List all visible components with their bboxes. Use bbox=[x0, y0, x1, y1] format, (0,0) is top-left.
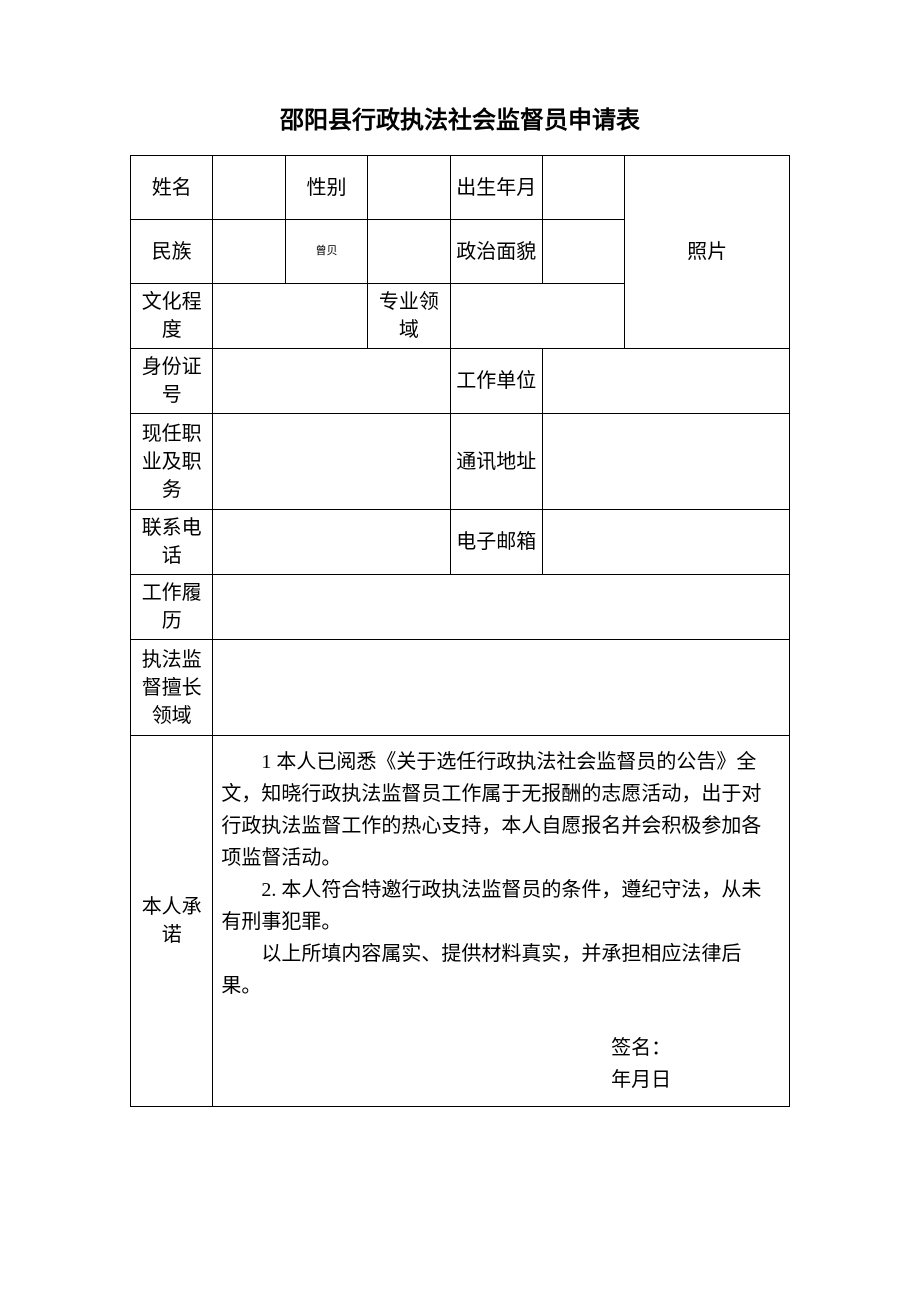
value-position[interactable] bbox=[213, 414, 450, 510]
signature-label: 签名： bbox=[501, 1032, 781, 1064]
table-row: 联系电话 电子邮箱 bbox=[131, 510, 790, 575]
date-label: 年月日 bbox=[501, 1064, 781, 1096]
application-form-table: 姓名 性别 出生年月 照片 民族 曾贝 政治面貌 文化程度 专业领域 身份证号 … bbox=[130, 155, 790, 1107]
commitment-content: 1 本人已阅悉《关于选任行政执法社会监督员的公告》全文，知晓行政执法监督员工作属… bbox=[213, 736, 790, 1107]
value-phone[interactable] bbox=[213, 510, 450, 575]
label-position: 现任职业及职务 bbox=[131, 414, 213, 510]
table-row: 本人承诺 1 本人已阅悉《关于选任行政执法社会监督员的公告》全文，知晓行政执法监… bbox=[131, 736, 790, 1107]
commitment-p2: 2. 本人符合特邀行政执法监督员的条件，遵纪守法，从未有刑事犯罪。 bbox=[221, 874, 781, 938]
label-photo: 照片 bbox=[625, 156, 790, 349]
value-political[interactable] bbox=[542, 220, 624, 284]
label-birth: 出生年月 bbox=[450, 156, 542, 220]
label-name: 姓名 bbox=[131, 156, 213, 220]
value-ethnicity[interactable] bbox=[213, 220, 285, 284]
label-major: 专业领域 bbox=[368, 284, 450, 349]
commitment-p3: 以上所填内容属实、提供材料真实，并承担相应法律后果。 bbox=[221, 938, 781, 1002]
value-gender[interactable] bbox=[368, 156, 450, 220]
label-workunit: 工作单位 bbox=[450, 349, 542, 414]
label-political: 政治面貌 bbox=[450, 220, 542, 284]
label-phone: 联系电话 bbox=[131, 510, 213, 575]
label-address: 通讯地址 bbox=[450, 414, 542, 510]
value-education[interactable] bbox=[213, 284, 368, 349]
label-gender: 性别 bbox=[285, 156, 367, 220]
label-email: 电子邮箱 bbox=[450, 510, 542, 575]
label-idnum: 身份证号 bbox=[131, 349, 213, 414]
label-zengbei: 曾贝 bbox=[285, 220, 367, 284]
label-expertise: 执法监督擅长领域 bbox=[131, 640, 213, 736]
table-row: 执法监督擅长领域 bbox=[131, 640, 790, 736]
label-education: 文化程度 bbox=[131, 284, 213, 349]
label-ethnicity: 民族 bbox=[131, 220, 213, 284]
value-expertise[interactable] bbox=[213, 640, 790, 736]
value-address[interactable] bbox=[542, 414, 789, 510]
value-birth[interactable] bbox=[542, 156, 624, 220]
value-workunit[interactable] bbox=[542, 349, 789, 414]
table-row: 工作履历 bbox=[131, 575, 790, 640]
value-workhistory[interactable] bbox=[213, 575, 790, 640]
value-email[interactable] bbox=[542, 510, 789, 575]
table-row: 姓名 性别 出生年月 照片 bbox=[131, 156, 790, 220]
value-name[interactable] bbox=[213, 156, 285, 220]
value-zengbei[interactable] bbox=[368, 220, 450, 284]
value-idnum[interactable] bbox=[213, 349, 450, 414]
label-commitment: 本人承诺 bbox=[131, 736, 213, 1107]
label-workhistory: 工作履历 bbox=[131, 575, 213, 640]
page-title: 邵阳县行政执法社会监督员申请表 bbox=[130, 100, 790, 135]
table-row: 身份证号 工作单位 bbox=[131, 349, 790, 414]
table-row: 现任职业及职务 通讯地址 bbox=[131, 414, 790, 510]
commitment-p1: 1 本人已阅悉《关于选任行政执法社会监督员的公告》全文，知晓行政执法监督员工作属… bbox=[221, 746, 781, 874]
value-major[interactable] bbox=[450, 284, 625, 349]
